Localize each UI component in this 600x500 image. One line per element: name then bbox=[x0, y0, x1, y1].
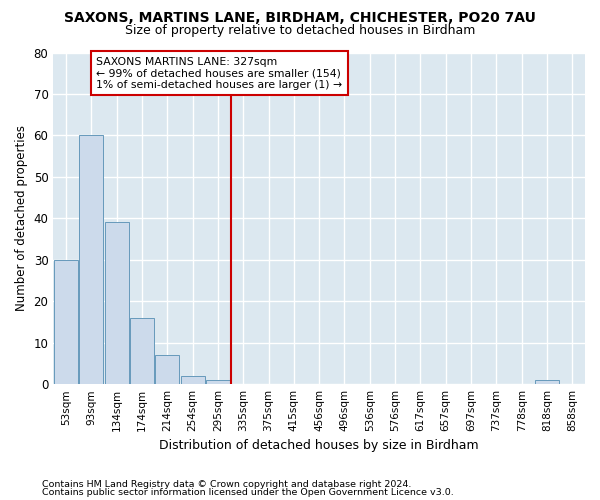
Bar bbox=[535, 380, 559, 384]
Text: Contains HM Land Registry data © Crown copyright and database right 2024.: Contains HM Land Registry data © Crown c… bbox=[42, 480, 412, 489]
Text: Contains public sector information licensed under the Open Government Licence v3: Contains public sector information licen… bbox=[42, 488, 454, 497]
Text: Size of property relative to detached houses in Birdham: Size of property relative to detached ho… bbox=[125, 24, 475, 37]
Text: SAXONS MARTINS LANE: 327sqm
← 99% of detached houses are smaller (154)
1% of sem: SAXONS MARTINS LANE: 327sqm ← 99% of det… bbox=[97, 56, 343, 90]
Bar bbox=[130, 318, 154, 384]
Bar bbox=[155, 355, 179, 384]
Bar bbox=[54, 260, 78, 384]
Y-axis label: Number of detached properties: Number of detached properties bbox=[15, 126, 28, 312]
X-axis label: Distribution of detached houses by size in Birdham: Distribution of detached houses by size … bbox=[160, 440, 479, 452]
Text: SAXONS, MARTINS LANE, BIRDHAM, CHICHESTER, PO20 7AU: SAXONS, MARTINS LANE, BIRDHAM, CHICHESTE… bbox=[64, 11, 536, 25]
Bar bbox=[206, 380, 230, 384]
Bar bbox=[181, 376, 205, 384]
Bar bbox=[104, 222, 128, 384]
Bar bbox=[79, 136, 103, 384]
